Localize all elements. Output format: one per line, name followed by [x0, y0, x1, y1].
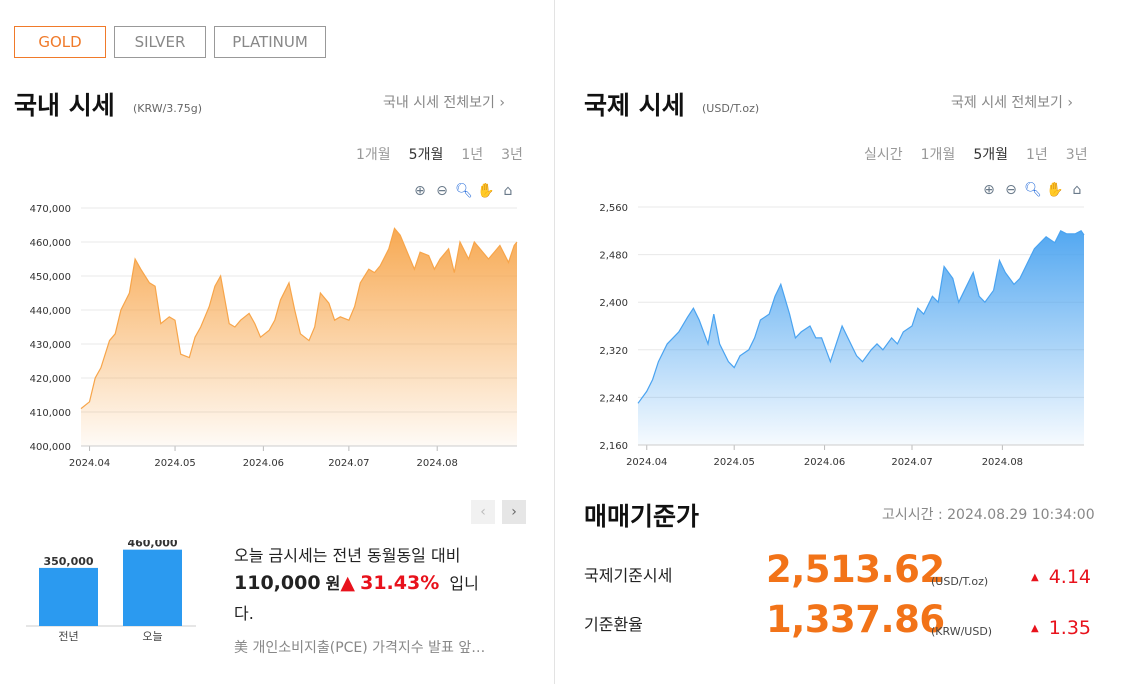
- bar: [123, 549, 182, 626]
- y-tick-label: 470,000: [30, 204, 71, 215]
- domestic-period-3y[interactable]: 3년: [501, 147, 523, 163]
- x-tick-label: 2024.06: [804, 457, 845, 468]
- x-tick-label: 2024.04: [69, 458, 110, 469]
- x-tick-label: 2024.04: [626, 457, 667, 468]
- x-tick-label: 2024.08: [982, 457, 1023, 468]
- domestic-more-label: 국내 시세 전체보기: [383, 95, 495, 111]
- reference-title: 매매기준가: [584, 502, 700, 531]
- domestic-unit: (KRW/3.75g): [133, 102, 203, 115]
- zoom-in-icon[interactable]: ⊕: [983, 182, 995, 198]
- magnify-icon[interactable]: 🔍︎: [1024, 182, 1042, 198]
- y-tick-label: 450,000: [30, 272, 71, 283]
- ref-change-fx-value: 1.35: [1048, 617, 1092, 639]
- ref-change-intl-value: 4.14: [1048, 566, 1092, 588]
- intl-period-1m[interactable]: 1개월: [920, 147, 956, 163]
- y-tick-label: 2,160: [599, 441, 628, 452]
- ref-change-intl: ▲ 4.14: [1031, 566, 1091, 588]
- series-area: [81, 228, 517, 446]
- x-tick-label: 2024.08: [417, 458, 458, 469]
- intl-period-1y[interactable]: 1년: [1025, 147, 1048, 163]
- column-divider: [554, 0, 555, 684]
- tab-platinum[interactable]: PLATINUM: [214, 26, 326, 58]
- ref-value-fx: 1,337.86: [766, 598, 945, 641]
- tab-gold[interactable]: GOLD: [14, 26, 106, 58]
- home-icon[interactable]: ⌂: [1072, 182, 1082, 198]
- domestic-period-tabs: 1개월 5개월 1년 3년: [356, 144, 523, 164]
- international-unit: (USD/T.oz): [702, 102, 760, 115]
- pan-hand-icon[interactable]: ✋: [477, 183, 495, 199]
- series-line: [637, 229, 1085, 404]
- compare-text: 오늘 금시세는 전년 동월동일 대비: [234, 546, 461, 565]
- domestic-price-chart: 400,000 410,000 420,000 430,000 440,000 450,0…: [30, 204, 518, 469]
- domestic-period-1m[interactable]: 1개월: [356, 147, 391, 163]
- compare-amount-line: 110,000 원▲ 31.43% 입니: [234, 570, 479, 594]
- ref-unit-fx: (KRW/USD): [931, 625, 993, 638]
- news-link[interactable]: 美 개인소비지출(PCE) 가격지수 발표 앞…: [234, 640, 486, 656]
- compare-amount: 110,000: [234, 572, 321, 594]
- intl-period-3y[interactable]: 3년: [1065, 147, 1088, 163]
- chevron-right-icon: ›: [499, 95, 506, 111]
- magnify-icon[interactable]: 🔍︎: [455, 183, 473, 199]
- international-more-label: 국제 시세 전체보기: [951, 95, 1063, 111]
- chevron-right-icon: ›: [1067, 95, 1074, 111]
- international-title: 국제 시세: [584, 91, 685, 120]
- zoom-in-icon[interactable]: ⊕: [414, 183, 426, 199]
- domestic-chart-tools: ⊕ ⊖ 🔍︎ ✋ ⌂: [412, 183, 516, 199]
- y-tick-label: 420,000: [30, 374, 71, 385]
- compare-suffix: 입니: [449, 574, 479, 593]
- zoom-out-icon[interactable]: ⊖: [436, 183, 448, 199]
- up-arrow-icon: ▲: [1031, 572, 1039, 583]
- up-arrow-icon: ▲: [1031, 623, 1039, 634]
- international-period-tabs: 실시간 1개월 5개월 1년 3년: [864, 144, 1088, 164]
- ref-unit-intl: (USD/T.oz): [931, 575, 989, 588]
- y-tick-label: 2,320: [599, 346, 628, 357]
- y-tick-label: 2,560: [599, 203, 628, 214]
- bar-category-label: 전년: [58, 630, 78, 643]
- bar: [39, 567, 98, 626]
- x-tick-label: 2024.05: [154, 458, 195, 469]
- reference-time: 고시시간 : 2024.08.29 10:34:00: [882, 507, 1095, 523]
- domestic-period-1y[interactable]: 1년: [461, 147, 484, 163]
- bar-value-label: 460,000: [127, 540, 177, 550]
- pan-hand-icon[interactable]: ✋: [1046, 182, 1064, 198]
- y-tick-label: 410,000: [30, 408, 71, 419]
- y-tick-label: 460,000: [30, 238, 71, 249]
- domestic-period-5m[interactable]: 5개월: [408, 147, 444, 163]
- y-tick-label: 2,240: [599, 393, 628, 404]
- tab-silver[interactable]: SILVER: [114, 26, 206, 58]
- intl-period-realtime[interactable]: 실시간: [864, 147, 903, 163]
- compare-won: 원: [325, 574, 341, 593]
- international-price-chart: 2,160 2,240 2,320 2,400 2,480 2,560 2024.04 202…: [599, 203, 1085, 468]
- compare-suffix2: 다.: [234, 604, 254, 623]
- zoom-out-icon[interactable]: ⊖: [1005, 182, 1017, 198]
- x-tick-label: 2024.06: [243, 458, 284, 469]
- ref-value-intl: 2,513.62: [766, 548, 945, 591]
- domestic-title: 국내 시세: [14, 91, 115, 120]
- year-comparison-bar-chart: 350,000 전년 460,000 오늘: [26, 540, 196, 643]
- intl-period-5m[interactable]: 5개월: [973, 147, 1008, 163]
- international-more-link[interactable]: 국제 시세 전체보기 ›: [951, 92, 1073, 112]
- y-tick-label: 2,480: [599, 251, 628, 262]
- y-tick-label: 430,000: [30, 340, 71, 351]
- compare-pct: 31.43%: [360, 572, 440, 594]
- bar-value-label: 350,000: [43, 555, 93, 568]
- up-arrow-icon: ▲: [340, 572, 355, 594]
- bar-category-label: 오늘: [142, 630, 162, 643]
- x-tick-label: 2024.07: [891, 457, 932, 468]
- domestic-more-link[interactable]: 국내 시세 전체보기 ›: [383, 92, 505, 112]
- ref-label-fx: 기준환율: [584, 615, 643, 634]
- ref-change-fx: ▲ 1.35: [1031, 617, 1091, 639]
- international-chart-tools: ⊕ ⊖ 🔍︎ ✋ ⌂: [981, 182, 1085, 198]
- series-line: [80, 227, 518, 410]
- y-tick-label: 440,000: [30, 306, 71, 317]
- y-tick-label: 2,400: [599, 298, 628, 309]
- ref-label-intl: 국제기준시세: [584, 566, 673, 585]
- series-area: [638, 230, 1084, 445]
- x-tick-label: 2024.05: [714, 457, 755, 468]
- prev-page-button[interactable]: ‹: [471, 500, 495, 524]
- home-icon[interactable]: ⌂: [503, 183, 513, 199]
- x-tick-label: 2024.07: [328, 458, 369, 469]
- y-tick-label: 400,000: [30, 442, 71, 453]
- next-page-button[interactable]: ›: [502, 500, 526, 524]
